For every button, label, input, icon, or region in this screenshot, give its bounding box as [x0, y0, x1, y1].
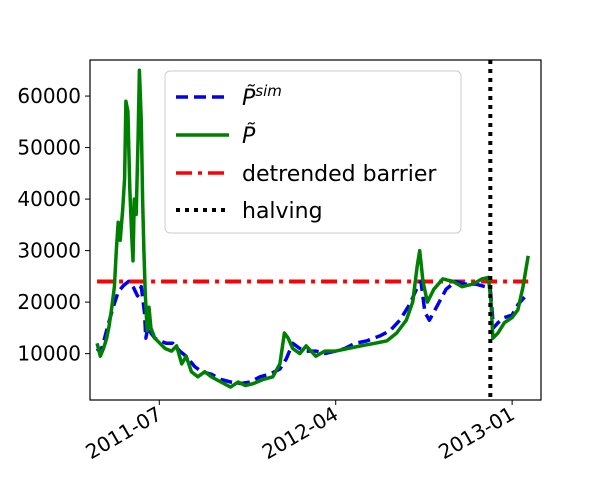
- series-0-line: [95, 279, 527, 386]
- series-layer: [95, 60, 530, 400]
- legend-label-3: halving: [242, 199, 323, 224]
- x-tick-label: 2012-04: [258, 402, 342, 465]
- x-tick-label: 2013-01: [434, 402, 518, 465]
- legend-label-base: P̃: [242, 123, 256, 149]
- legend-label-sup: sim: [255, 82, 282, 100]
- series-1-line: [95, 68, 530, 389]
- y-tick-label: 10000: [17, 342, 81, 366]
- legend-label-0: P̃sim: [242, 82, 282, 111]
- x-tick-label: 2011-07: [81, 402, 165, 465]
- legend-box: [164, 70, 462, 234]
- y-tick-label: 20000: [17, 290, 81, 314]
- y-tick-label: 30000: [17, 239, 81, 263]
- y-tick-label: 60000: [17, 84, 81, 108]
- y-tick-label: 50000: [17, 136, 81, 160]
- plot-frame: [89, 59, 542, 401]
- legend-label-1: P̃: [242, 123, 256, 149]
- x-axis: 2011-07 2012-04 2013-01: [81, 400, 519, 465]
- legend-label-base: P̃: [242, 85, 256, 111]
- legend-label-2: detrended barrier: [242, 162, 437, 187]
- y-axis: 10000 20000 30000 40000 50000 60000: [17, 84, 90, 366]
- y-tick-label: 40000: [17, 187, 81, 211]
